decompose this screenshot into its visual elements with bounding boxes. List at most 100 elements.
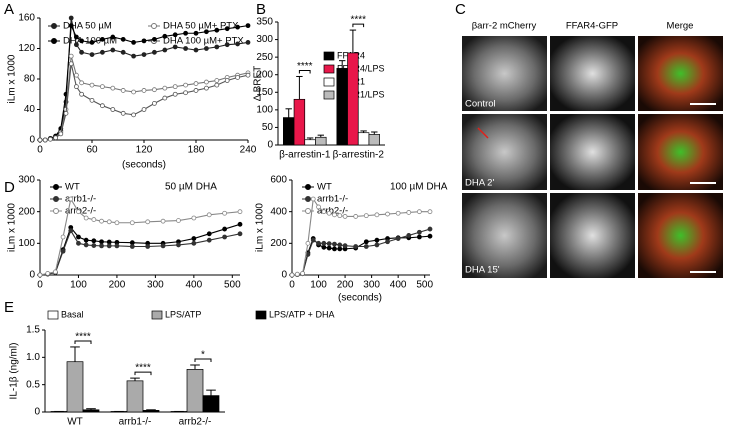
point: [89, 40, 95, 45]
bar: [82, 409, 100, 413]
point: [191, 215, 197, 221]
point: [83, 215, 89, 221]
point: [141, 52, 147, 57]
series-line: [39, 229, 241, 276]
bar: [66, 361, 84, 413]
point: [110, 34, 116, 40]
y-tick-label: 400: [270, 206, 287, 217]
significance-bracket: [194, 358, 212, 362]
x-tick-label: 0: [37, 280, 43, 291]
point: [214, 44, 220, 50]
x-tick-label: 0: [289, 280, 295, 291]
point: [321, 209, 327, 215]
point: [76, 240, 81, 246]
point: [176, 242, 181, 248]
point: [131, 89, 137, 95]
point: [406, 233, 412, 238]
legend-swatch: [151, 310, 163, 320]
x-tick-label: 120: [136, 145, 153, 156]
point: [427, 209, 433, 215]
bar: [347, 52, 359, 146]
point: [76, 234, 81, 240]
bar: [357, 132, 370, 146]
x-tick-label: 180: [188, 145, 205, 156]
point: [385, 239, 390, 245]
point: [129, 220, 135, 226]
significance: ****: [135, 363, 151, 374]
point: [68, 53, 74, 59]
y-tick-label: 300: [18, 175, 35, 186]
point: [99, 239, 104, 245]
legend-swatch: [323, 90, 335, 100]
legend-marker: [53, 196, 59, 202]
y-tick-label: 120: [18, 43, 35, 54]
legend-marker: [151, 23, 157, 29]
point: [53, 135, 58, 141]
point: [416, 229, 422, 235]
legend-label: FFAR4/LPS: [337, 63, 385, 73]
y-tick-label: 0: [34, 407, 40, 418]
point: [141, 107, 147, 112]
panel-label: E: [4, 299, 14, 316]
legend-label: LPS/ATP: [165, 309, 201, 319]
point: [172, 84, 178, 90]
point: [129, 240, 135, 246]
point: [363, 244, 369, 249]
y-tick-label: 100: [18, 238, 35, 249]
point: [224, 42, 230, 48]
point: [68, 196, 74, 202]
point: [363, 239, 369, 245]
legend-label: WT: [317, 182, 332, 193]
x-tick-label: 100: [70, 280, 87, 291]
point: [74, 84, 79, 90]
bar: [110, 411, 128, 413]
point: [114, 220, 120, 226]
point: [193, 47, 199, 53]
point: [237, 209, 243, 215]
point: [235, 75, 241, 80]
bar: [336, 68, 348, 146]
point: [45, 271, 51, 276]
point: [37, 137, 43, 143]
y-axis-label: Δ BRET: [253, 66, 264, 102]
point: [222, 210, 228, 216]
point: [321, 240, 327, 246]
point: [321, 244, 327, 250]
x-tick-label: 500: [224, 280, 241, 291]
point: [160, 243, 166, 249]
point: [332, 246, 337, 252]
x-tick-label: 200: [337, 280, 354, 291]
legend-label: Basal: [61, 309, 84, 319]
significance: ****: [75, 332, 91, 343]
row-label: DHA 2': [465, 178, 494, 189]
bar: [202, 395, 220, 413]
y-tick-label: 0: [267, 140, 273, 151]
point: [91, 238, 97, 244]
point: [374, 242, 380, 248]
point: [214, 82, 220, 88]
point: [162, 95, 168, 101]
bar: [283, 117, 295, 146]
x-tick-label: β-arrestin-2: [333, 150, 385, 161]
point: [206, 231, 212, 237]
y-axis-label: iLm x 1000: [7, 54, 18, 103]
point: [141, 88, 147, 93]
point: [74, 42, 79, 48]
significance-bracket: [74, 340, 92, 344]
point: [332, 212, 337, 218]
point: [353, 214, 359, 219]
point: [83, 242, 89, 248]
point: [79, 91, 84, 97]
x-tick-label: 300: [147, 280, 164, 291]
point: [120, 110, 126, 116]
legend-label: DHA 50 µM: [63, 21, 112, 32]
annotation: 100 µM DHA: [390, 182, 448, 193]
x-tick-label: β-arrestin-1: [279, 150, 331, 161]
point: [120, 49, 126, 55]
point: [395, 210, 401, 216]
x-tick-label: arrb2-/-: [179, 417, 212, 428]
point: [305, 240, 311, 246]
point: [89, 97, 95, 103]
legend-swatch: [47, 310, 59, 320]
